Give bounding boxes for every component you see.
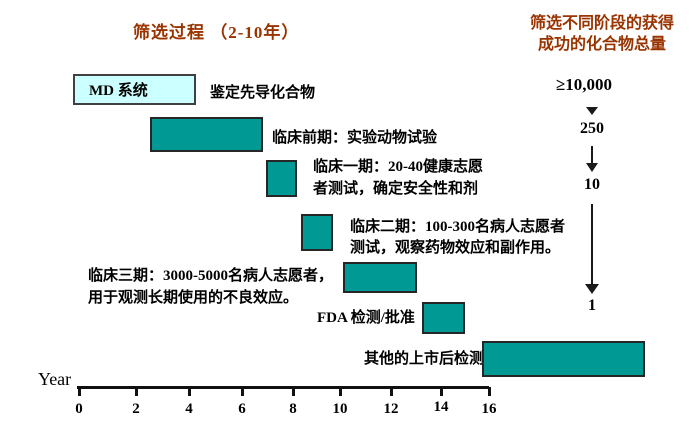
- yield-title: 筛选不同阶段的获得 成功的化合物总量: [508, 13, 696, 55]
- axis-tick-label-14: 14: [433, 399, 449, 415]
- bar-preclinical: [150, 117, 263, 152]
- axis-tick-1: [135, 387, 138, 396]
- down-arrow-icon: [586, 107, 598, 115]
- axis-tick-0: [78, 387, 81, 396]
- axis-tick-6: [390, 387, 393, 396]
- phase3-label-line2: 用于观测长期使用的不良效应。: [88, 290, 299, 306]
- phase1-label-line2: 者测试，确定安全性和剂: [313, 181, 479, 197]
- axis-tick-label-10: 10: [332, 401, 348, 417]
- lead-compound-label: 鉴定先导化合物: [210, 85, 316, 101]
- phase2-label-line2: 测试，观察药物效应和副作用。: [350, 240, 561, 256]
- axis-tick-label-4: 4: [185, 401, 193, 417]
- bar-fda: [422, 302, 465, 334]
- axis-tick-2: [188, 387, 191, 396]
- process-title: 筛选过程 （2-10年）: [133, 23, 300, 42]
- axis-tick-label-8: 8: [289, 401, 297, 417]
- fda-label: FDA 检测/批准: [317, 310, 415, 326]
- count-after-preclinical: 250: [580, 120, 604, 137]
- axis-tick-8: [488, 387, 491, 396]
- axis-tick-label-6: 6: [238, 401, 246, 417]
- phase2-label-line1: 临床二期：100-300名病人志愿者: [350, 219, 565, 235]
- md-system-box: MD 系统: [73, 74, 196, 105]
- bar-phase2: [301, 214, 333, 251]
- axis-tick-4: [292, 387, 295, 396]
- yield-title-line2: 成功的化合物总量: [537, 36, 666, 53]
- count-final: 1: [588, 297, 596, 314]
- phase1-label: 临床一期：20-40健康志愿 者测试，确定安全性和剂: [313, 156, 483, 200]
- down-arrow-icon: [585, 284, 599, 294]
- axis-tick-label-0: 0: [75, 401, 83, 417]
- bar-phase3: [343, 262, 417, 293]
- bar-phase1: [266, 160, 297, 197]
- preclinical-label: 临床前期：实验动物试验: [272, 130, 438, 146]
- axis-tick-label-2: 2: [132, 401, 140, 417]
- axis-tick-label-12: 12: [383, 401, 399, 417]
- down-arrow-icon: [586, 163, 598, 172]
- phase1-label-line1: 临床一期：20-40健康志愿: [313, 159, 483, 175]
- post-market-label: 其他的上市后检测: [364, 351, 485, 367]
- axis-tick-3: [241, 387, 244, 396]
- year-axis-line: [77, 386, 489, 389]
- yield-title-line1: 筛选不同阶段的获得: [529, 15, 674, 32]
- axis-tick-7: [440, 387, 443, 396]
- count-after-phase1: 10: [584, 176, 600, 193]
- axis-tick-5: [339, 387, 342, 396]
- axis-title: Year: [38, 369, 72, 389]
- count-initial: ≥10,000: [555, 75, 613, 94]
- down-arrow-icon: [591, 204, 593, 284]
- axis-tick-label-16: 16: [481, 401, 497, 417]
- phase2-label: 临床二期：100-300名病人志愿者 测试，观察药物效应和副作用。: [350, 217, 565, 259]
- down-arrow-icon: [591, 146, 593, 163]
- phase3-label: 临床三期：3000-5000名病人志愿者， 用于观测长期使用的不良效应。: [88, 265, 333, 309]
- md-system-label: MD 系统: [89, 83, 148, 99]
- phase3-label-line1: 临床三期：3000-5000名病人志愿者，: [88, 268, 333, 284]
- bar-post-market: [482, 341, 645, 377]
